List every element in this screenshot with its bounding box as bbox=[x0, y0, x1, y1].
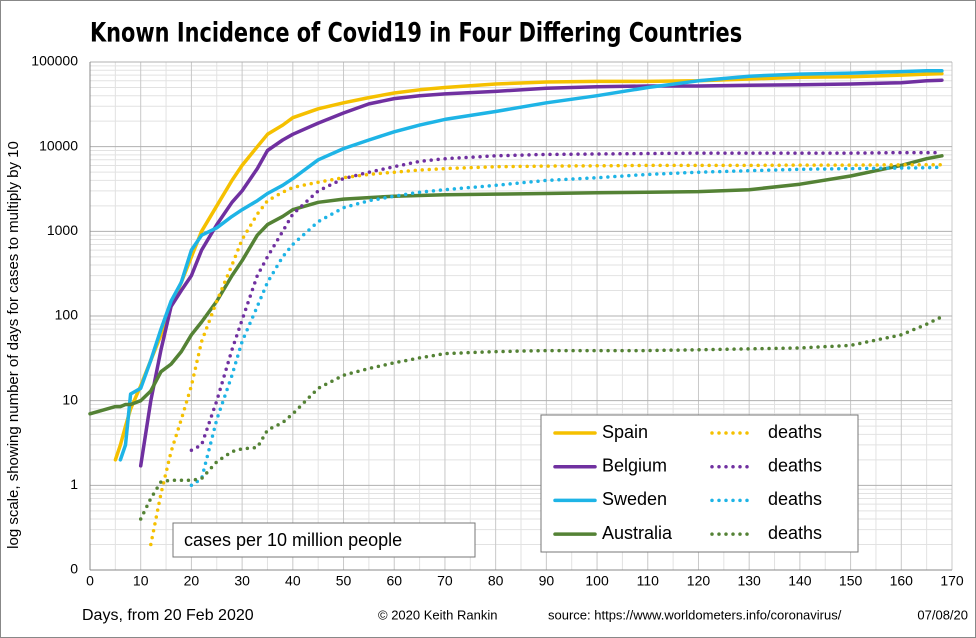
series-line bbox=[138, 78, 944, 468]
source: source: https://www.worldometers.info/co… bbox=[548, 607, 842, 622]
plot bbox=[88, 68, 944, 547]
x-tick-label: 20 bbox=[184, 573, 200, 589]
x-tick-label: 70 bbox=[437, 573, 453, 589]
y-tick-label: 1000 bbox=[47, 222, 78, 238]
credit: © 2020 Keith Rankin bbox=[378, 607, 497, 622]
legend-label: Spain bbox=[602, 422, 648, 442]
legend-label: deaths bbox=[768, 489, 822, 509]
legend-items: Spain Belgium Sweden Australia deaths deaths d… bbox=[553, 422, 822, 543]
legend-label: deaths bbox=[768, 422, 822, 442]
x-tick-label: 110 bbox=[637, 573, 660, 589]
y-tick-label: 100 bbox=[55, 307, 79, 323]
y-axis-label: log scale, showing number of days for ca… bbox=[5, 141, 22, 549]
x-axis-label: Days, from 20 Feb 2020 bbox=[82, 607, 254, 624]
date: 07/08/20 bbox=[917, 607, 968, 622]
x-tick-label: 30 bbox=[234, 573, 250, 589]
grid: 0 10 20 30 40 50 60 70 80 90 100 110 120 130 140 150 160… bbox=[31, 53, 964, 589]
x-tick-label: 150 bbox=[839, 573, 863, 589]
x-tick-label: 100 bbox=[585, 573, 609, 589]
legend-label: deaths bbox=[768, 523, 822, 543]
x-tick-label: 50 bbox=[336, 573, 352, 589]
legend-label: Belgium bbox=[602, 455, 667, 475]
series-line bbox=[88, 154, 944, 416]
y-tick-label: 0 bbox=[70, 561, 78, 577]
x-tick-label: 80 bbox=[488, 573, 504, 589]
y-tick-label: 10000 bbox=[39, 137, 78, 153]
x-tick-label: 170 bbox=[940, 573, 964, 589]
legend bbox=[540, 414, 859, 553]
annotation: cases per 10 million people bbox=[184, 530, 402, 550]
x-tick-label: 90 bbox=[539, 573, 555, 589]
x-tick-label: 40 bbox=[285, 573, 301, 589]
series-line bbox=[118, 68, 944, 462]
annotation-box bbox=[172, 522, 476, 558]
y-tick-label: 100000 bbox=[31, 53, 78, 69]
x-tick-label: 120 bbox=[687, 573, 711, 589]
x-tick-label: 0 bbox=[86, 573, 94, 589]
y-tick-label: 10 bbox=[62, 391, 78, 407]
series-line bbox=[149, 163, 944, 547]
x-tick-label: 130 bbox=[737, 573, 761, 589]
x-tick-label: 10 bbox=[133, 573, 149, 589]
series-line bbox=[189, 165, 944, 488]
x-tick-label: 140 bbox=[788, 573, 812, 589]
chart-title: Known Incidence of Covid19 in Four Diffe… bbox=[90, 17, 742, 48]
legend-label: Australia bbox=[602, 523, 673, 543]
x-tick-label: 60 bbox=[386, 573, 402, 589]
legend-label: Sweden bbox=[602, 489, 667, 509]
legend-label: deaths bbox=[768, 455, 822, 475]
series-line bbox=[138, 314, 944, 521]
y-tick-label: 1 bbox=[70, 476, 78, 492]
x-tick-label: 160 bbox=[890, 573, 914, 589]
